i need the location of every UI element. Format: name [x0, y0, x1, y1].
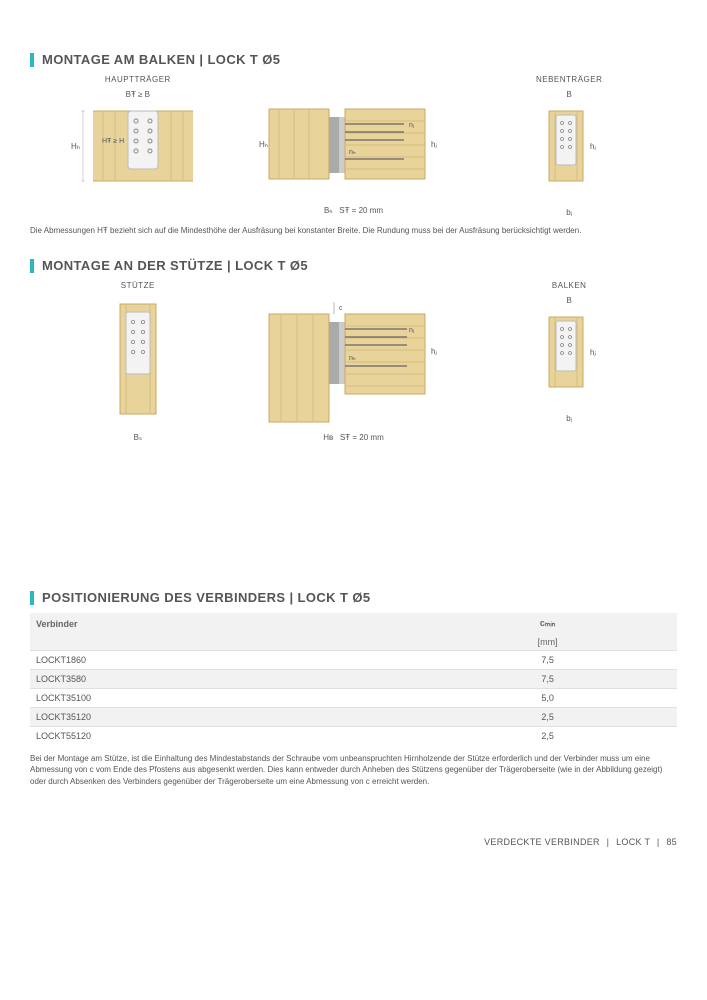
th-verbinder: Verbinder — [30, 613, 418, 634]
label-HF: HŦ ≥ H — [102, 138, 124, 145]
page-footer: VERDECKTE VERBINDER | LOCK T | 85 — [30, 837, 677, 847]
label-hb-sf: Hʙ SŦ = 20 mm — [323, 433, 384, 442]
section-title-balken: MONTAGE AM BALKEN | LOCK T Ø5 — [30, 52, 677, 67]
col-header-haupttraeger: HAUPTTRÄGER — [105, 75, 171, 84]
section-title-position: POSITIONIERUNG DES VERBINDERS | LOCK T Ø… — [30, 590, 677, 605]
col-header-nebentraeger: NEBENTRÄGER — [536, 75, 602, 84]
table-row: LOCKT18607,5 — [30, 651, 677, 670]
diagram-joint-side: Hₕ hⱼ nⱼ nₕ Bₕ SŦ = 20 mm — [246, 75, 462, 215]
cell-val: 5,0 — [418, 689, 677, 708]
label-bj: bⱼ — [566, 208, 572, 217]
col-header-empty — [352, 75, 355, 84]
cell-val: 2,5 — [418, 727, 677, 746]
footer-page: 85 — [666, 837, 677, 847]
svg-text:hⱼ: hⱼ — [431, 347, 437, 356]
footer-sep: | — [607, 837, 610, 847]
diagram-nebentraeger: NEBENTRÄGER B hⱼ bⱼ — [461, 75, 677, 217]
cell-name: LOCKT55120 — [30, 727, 418, 746]
diagrams-row-2: STÜTZE Bₛ c — [30, 281, 677, 442]
note-2: Bei der Montage am Stütze, ist die Einha… — [30, 753, 677, 787]
col-header-stuetze: STÜTZE — [121, 281, 155, 290]
th-cmin: cₘᵢₙ — [418, 613, 677, 634]
connector-table: Verbinder cₘᵢₙ [mm] LOCKT18607,5LOCKT358… — [30, 613, 677, 745]
section-title-text: MONTAGE AM BALKEN | LOCK T Ø5 — [42, 52, 280, 67]
table-row: LOCKT351202,5 — [30, 708, 677, 727]
th-unit: [mm] — [418, 634, 677, 651]
svg-text:nₕ: nₕ — [349, 149, 356, 156]
svg-text:hⱼ: hⱼ — [590, 142, 596, 151]
cell-name: LOCKT35100 — [30, 689, 418, 708]
cell-name: LOCKT3580 — [30, 670, 418, 689]
diagram-balken: BALKEN B hⱼ bⱼ — [461, 281, 677, 423]
svg-text:hⱼ: hⱼ — [431, 140, 437, 149]
svg-stuetze — [88, 296, 188, 426]
svg-text:nⱼ: nⱼ — [409, 327, 414, 334]
svg-balken: hⱼ — [524, 307, 614, 407]
diagram-joint-stuetze: c hⱼ nⱼ nₕ Hʙ SŦ = 20 mm — [246, 281, 462, 442]
label-HH: Hₕ — [71, 142, 80, 151]
svg-text:Hₕ: Hₕ — [259, 140, 268, 149]
table-positionierung: Verbinder cₘᵢₙ [mm] LOCKT18607,5LOCKT358… — [30, 613, 677, 745]
svg-text:nⱼ: nⱼ — [409, 122, 414, 129]
footer-product: LOCK T — [616, 837, 650, 847]
label-bh-sf: Bₕ SŦ = 20 mm — [324, 206, 383, 215]
title-bar-icon — [30, 591, 34, 605]
label-B: B — [567, 90, 572, 99]
section-title-stuetze: MONTAGE AN DER STÜTZE | LOCK T Ø5 — [30, 258, 677, 273]
cell-val: 7,5 — [418, 651, 677, 670]
svg-joint-stuetze: c hⱼ nⱼ nₕ — [259, 296, 449, 426]
note-1: Die Abmessungen HŦ bezieht sich auf die … — [30, 225, 677, 236]
diagram-stuetze: STÜTZE Bₛ — [30, 281, 246, 442]
title-bar-icon — [30, 53, 34, 67]
svg-text:c: c — [339, 305, 343, 312]
svg-haupttraeger-front: Hₕ HŦ ≥ H — [63, 101, 213, 201]
table-row: LOCKT551202,5 — [30, 727, 677, 746]
label-bj2: bⱼ — [566, 414, 572, 423]
section-title-text: POSITIONIERUNG DES VERBINDERS | LOCK T Ø… — [42, 590, 370, 605]
cell-name: LOCKT1860 — [30, 651, 418, 670]
label-B2: B — [567, 296, 572, 305]
diagram-haupttraeger: HAUPTTRÄGER BŦ ≥ B Hₕ HŦ ≥ H — [30, 75, 246, 204]
footer-category: VERDECKTE VERBINDER — [484, 837, 600, 847]
cell-val: 2,5 — [418, 708, 677, 727]
title-bar-icon — [30, 259, 34, 273]
diagrams-row-1: HAUPTTRÄGER BŦ ≥ B Hₕ HŦ ≥ H — [30, 75, 677, 217]
cell-val: 7,5 — [418, 670, 677, 689]
section-title-text: MONTAGE AN DER STÜTZE | LOCK T Ø5 — [42, 258, 308, 273]
cell-name: LOCKT35120 — [30, 708, 418, 727]
col-header-balken: BALKEN — [552, 281, 587, 290]
table-row: LOCKT351005,0 — [30, 689, 677, 708]
table-row: LOCKT35807,5 — [30, 670, 677, 689]
svg-text:nₕ: nₕ — [349, 355, 356, 362]
label-bs: Bₛ — [134, 433, 142, 442]
svg-joint-side: Hₕ hⱼ nⱼ nₕ — [259, 99, 449, 199]
svg-nebentraeger: hⱼ — [524, 101, 614, 201]
label-bf: BŦ ≥ B — [126, 90, 150, 99]
footer-sep: | — [657, 837, 660, 847]
svg-text:hⱼ: hⱼ — [590, 348, 596, 357]
